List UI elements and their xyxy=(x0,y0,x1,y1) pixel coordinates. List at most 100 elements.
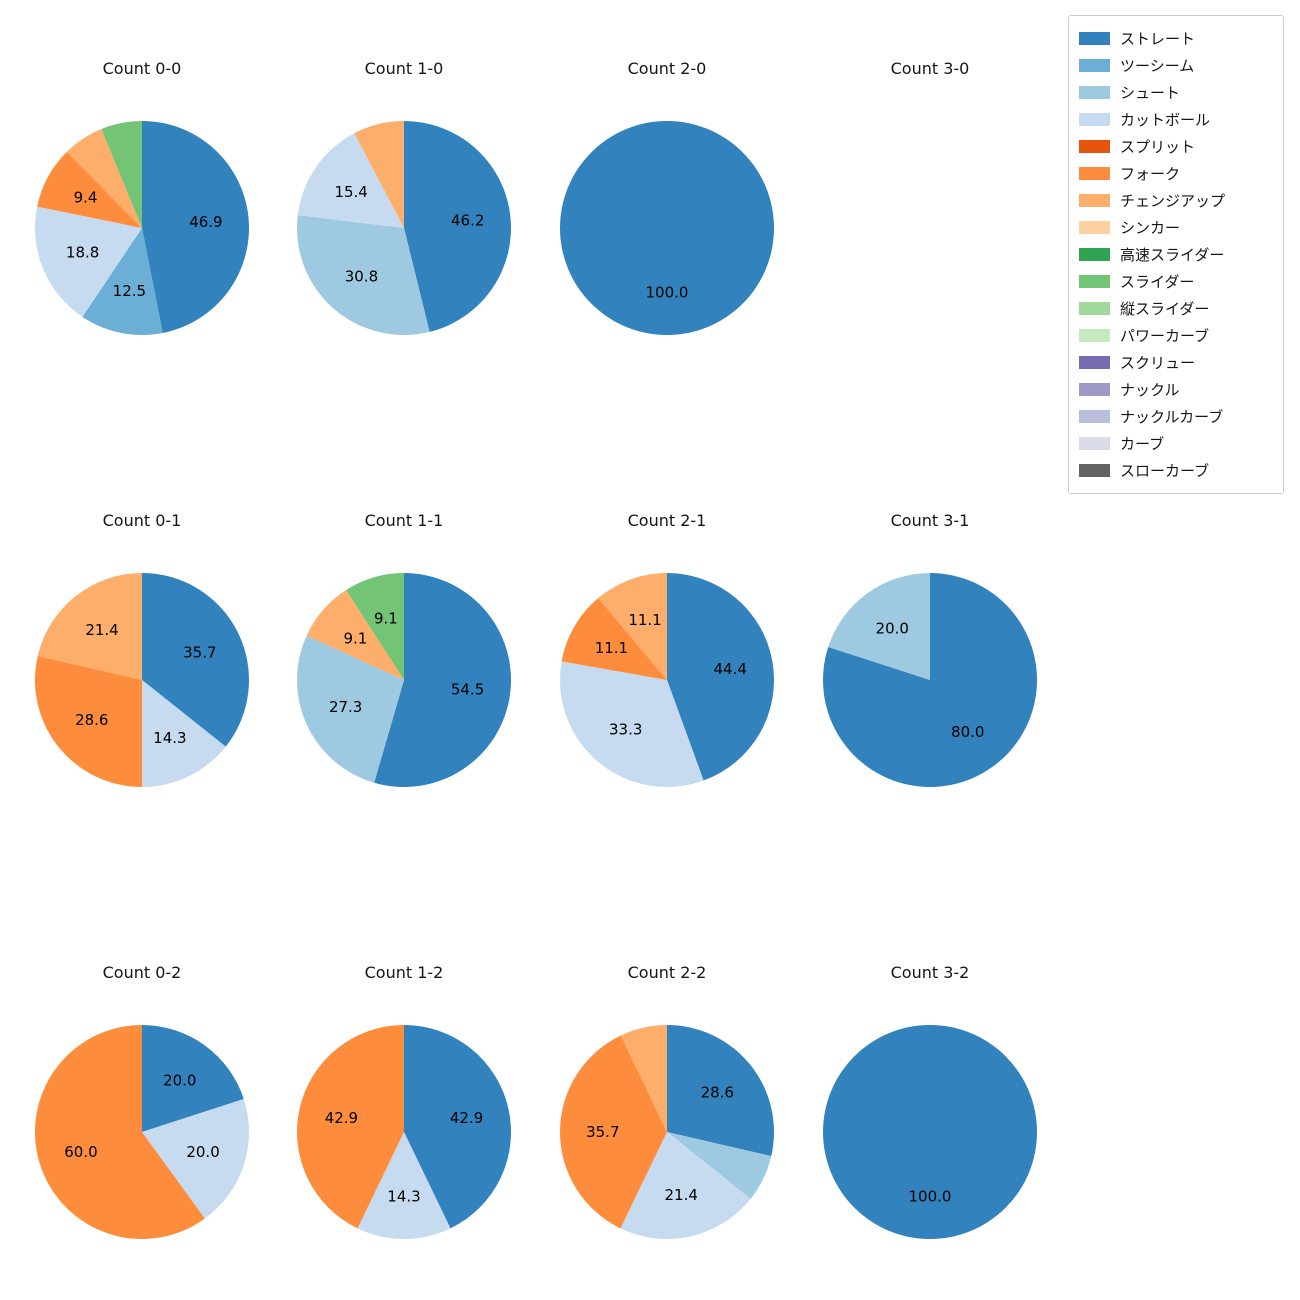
pie-slice-チェンジアップ xyxy=(620,1025,667,1132)
pie-percent-label: 15.4 xyxy=(334,183,367,201)
legend-swatch-icon xyxy=(1079,221,1110,234)
pie-chart-count-3-2: Count 3-2 100.0 xyxy=(799,962,1061,1244)
pie-slice-ストレート xyxy=(404,1025,511,1229)
legend-label: スローカーブ xyxy=(1120,462,1210,480)
pie-slice-カットボール xyxy=(620,1132,751,1240)
legend-swatch-icon xyxy=(1079,248,1110,261)
legend-swatch-icon xyxy=(1079,356,1110,369)
pie-slice-ストレート xyxy=(142,573,250,747)
pie-percent-label: 35.7 xyxy=(183,643,216,661)
legend-swatch-icon xyxy=(1079,464,1110,477)
pie-slice-スライダー xyxy=(346,573,404,680)
pie-slice-シュート xyxy=(297,635,404,783)
legend-item: カーブ xyxy=(1079,430,1273,457)
pie-chart: 54.5 27.3 9.1 9.1 xyxy=(297,573,512,787)
pie-slice-チェンジアップ xyxy=(66,129,142,228)
pie-slice-ツーシーム xyxy=(82,228,163,336)
pie-chart xyxy=(818,116,1042,340)
legend-label: スライダー xyxy=(1120,273,1195,291)
legend-swatch-icon xyxy=(1079,194,1110,207)
legend-label: シンカー xyxy=(1120,219,1181,237)
legend-item: ナックル xyxy=(1079,376,1273,403)
chart-title: Count 3-0 xyxy=(890,59,970,78)
legend-label: フォーク xyxy=(1120,165,1181,183)
pie-percent-label: 20.0 xyxy=(186,1143,219,1161)
pie-slice-カットボール xyxy=(560,661,704,788)
pie-chart-count-1-1: Count 1-1 54.5 27.3 9.1 9.1 xyxy=(273,510,535,792)
pie-chart-count-0-0: Count 0-0 46.9 12.5 18.8 9.4 xyxy=(11,58,273,340)
legend-label: カットボール xyxy=(1120,111,1211,129)
pie-percent-label: 28.6 xyxy=(75,711,108,729)
pie-slice-フォーク xyxy=(561,598,667,680)
pie-percent-label: 33.3 xyxy=(609,720,642,738)
pie-chart: 100.0 xyxy=(823,1025,1037,1239)
legend-label: ナックルカーブ xyxy=(1120,408,1224,426)
pie-percent-label: 11.1 xyxy=(628,611,661,629)
pie-percent-label: 60.0 xyxy=(64,1143,97,1161)
chart-title: Count 1-2 xyxy=(364,963,444,982)
pie-slice-カットボール xyxy=(142,680,226,787)
legend-label: チェンジアップ xyxy=(1120,192,1226,210)
legend-item: ナックルカーブ xyxy=(1079,403,1273,430)
pie-slice-ストレート xyxy=(667,573,775,781)
pie-chart: 42.9 14.3 42.9 xyxy=(297,1025,511,1239)
legend-item: スプリット xyxy=(1079,133,1273,160)
legend-item: シュート xyxy=(1079,79,1273,106)
legend: ストレート ツーシーム シュート カットボール スプリット フォーク チェンジアップ シンカー… xyxy=(1068,15,1284,494)
pie-slice-フォーク xyxy=(560,1035,667,1229)
pie-percent-label: 80.0 xyxy=(951,723,984,741)
legend-swatch-icon xyxy=(1079,86,1110,99)
legend-item: カットボール xyxy=(1079,106,1273,133)
chart-title: Count 1-1 xyxy=(364,511,444,530)
pie-chart-count-0-2: Count 0-2 20.0 20.0 60.0 xyxy=(11,962,273,1244)
chart-title: Count 0-0 xyxy=(102,59,182,78)
pie-percent-label: 42.9 xyxy=(325,1109,358,1127)
pie-slice-ストレート xyxy=(823,573,1038,787)
chart-title: Count 0-1 xyxy=(102,511,182,530)
chart-title: Count 2-0 xyxy=(627,59,707,78)
legend-item: チェンジアップ xyxy=(1079,187,1273,214)
legend-label: 縦スライダー xyxy=(1120,300,1210,318)
legend-item: スライダー xyxy=(1079,268,1273,295)
pie-slice-チェンジアップ xyxy=(37,573,143,680)
pie-slice-ストレート xyxy=(142,121,250,333)
pie-percent-label: 44.4 xyxy=(714,660,747,678)
pie-percent-label: 21.4 xyxy=(665,1186,698,1204)
pie-slice-ストレート xyxy=(404,121,512,332)
pie-chart-count-0-1: Count 0-1 35.7 14.3 28.6 21.4 xyxy=(11,510,273,792)
pie-percent-label: 12.5 xyxy=(113,282,146,300)
pie-chart: 46.9 12.5 18.8 9.4 xyxy=(35,121,250,336)
pie-slice-フォーク xyxy=(297,1025,404,1229)
legend-swatch-icon xyxy=(1079,383,1110,396)
legend-item: パワーカーブ xyxy=(1079,322,1273,349)
pie-percent-label: 14.3 xyxy=(153,729,186,747)
pie-chart: 46.2 30.8 15.4 xyxy=(296,121,512,336)
pie-chart-count-3-1: Count 3-1 80.0 20.0 xyxy=(799,510,1061,792)
pie-slice-フォーク xyxy=(37,151,142,228)
legend-label: シュート xyxy=(1120,84,1181,102)
pie-slice-ストレート xyxy=(142,1025,244,1132)
pie-slice-シュート xyxy=(828,573,930,680)
legend-label: スプリット xyxy=(1120,138,1196,156)
pie-percent-label: 20.0 xyxy=(163,1071,196,1089)
pie-percent-label: 100.0 xyxy=(909,1187,952,1205)
legend-item: フォーク xyxy=(1079,160,1273,187)
pie-slice-フォーク xyxy=(35,656,142,787)
legend-label: パワーカーブ xyxy=(1120,327,1210,345)
legend-item: シンカー xyxy=(1079,214,1273,241)
legend-swatch-icon xyxy=(1079,302,1110,315)
chart-title: Count 2-1 xyxy=(627,511,707,530)
legend-item: 高速スライダー xyxy=(1079,241,1273,268)
legend-item: 縦スライダー xyxy=(1079,295,1273,322)
pie-percent-label: 9.4 xyxy=(74,189,98,207)
pie-percent-label: 20.0 xyxy=(876,619,909,637)
pie-chart: 28.6 21.4 35.7 xyxy=(560,1025,774,1240)
pie-chart: 44.4 33.3 11.111.1 xyxy=(560,573,775,788)
legend-item: スローカーブ xyxy=(1079,457,1273,484)
pie-percent-label: 21.4 xyxy=(85,621,118,639)
pie-percent-label: 54.5 xyxy=(451,680,484,698)
pie-slice-チェンジアップ xyxy=(598,573,667,680)
pie-chart-count-3-0: Count 3-0 xyxy=(799,58,1061,340)
pie-slice-ストレート xyxy=(560,121,774,335)
